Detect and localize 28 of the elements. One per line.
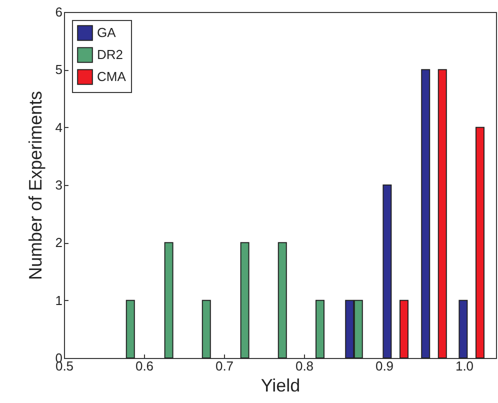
y-tick-label: 5 (55, 62, 62, 78)
bar (164, 242, 174, 358)
x-tick-label: 0.9 (375, 358, 394, 374)
y-tick-label: 6 (55, 4, 62, 20)
bar (316, 300, 324, 358)
y-tick-label: 3 (55, 178, 62, 192)
bar (476, 126, 484, 358)
legend-label: DR2 (97, 47, 124, 62)
bar (400, 300, 408, 358)
bar (458, 300, 468, 358)
legend-label: CMA (97, 69, 126, 84)
bar (421, 69, 430, 358)
y-tick-label: 2 (55, 235, 62, 250)
bar (278, 242, 287, 358)
y-tick-label: 4 (55, 120, 62, 135)
x-tick-label: 0.7 (215, 358, 234, 374)
bar (438, 69, 447, 358)
x-tick-label: 0.6 (135, 358, 154, 374)
bar (202, 300, 211, 358)
y-axis-title: Number of Experiments (25, 90, 46, 280)
x-tick-label: 1.0 (455, 358, 474, 374)
bar (126, 300, 135, 358)
bar (240, 242, 250, 358)
bar (382, 184, 392, 358)
x-axis-title: Yield (260, 376, 300, 396)
y-tick-label: 1 (55, 292, 62, 308)
x-tick-label: 0.8 (295, 358, 314, 374)
legend-label: GA (97, 25, 116, 40)
